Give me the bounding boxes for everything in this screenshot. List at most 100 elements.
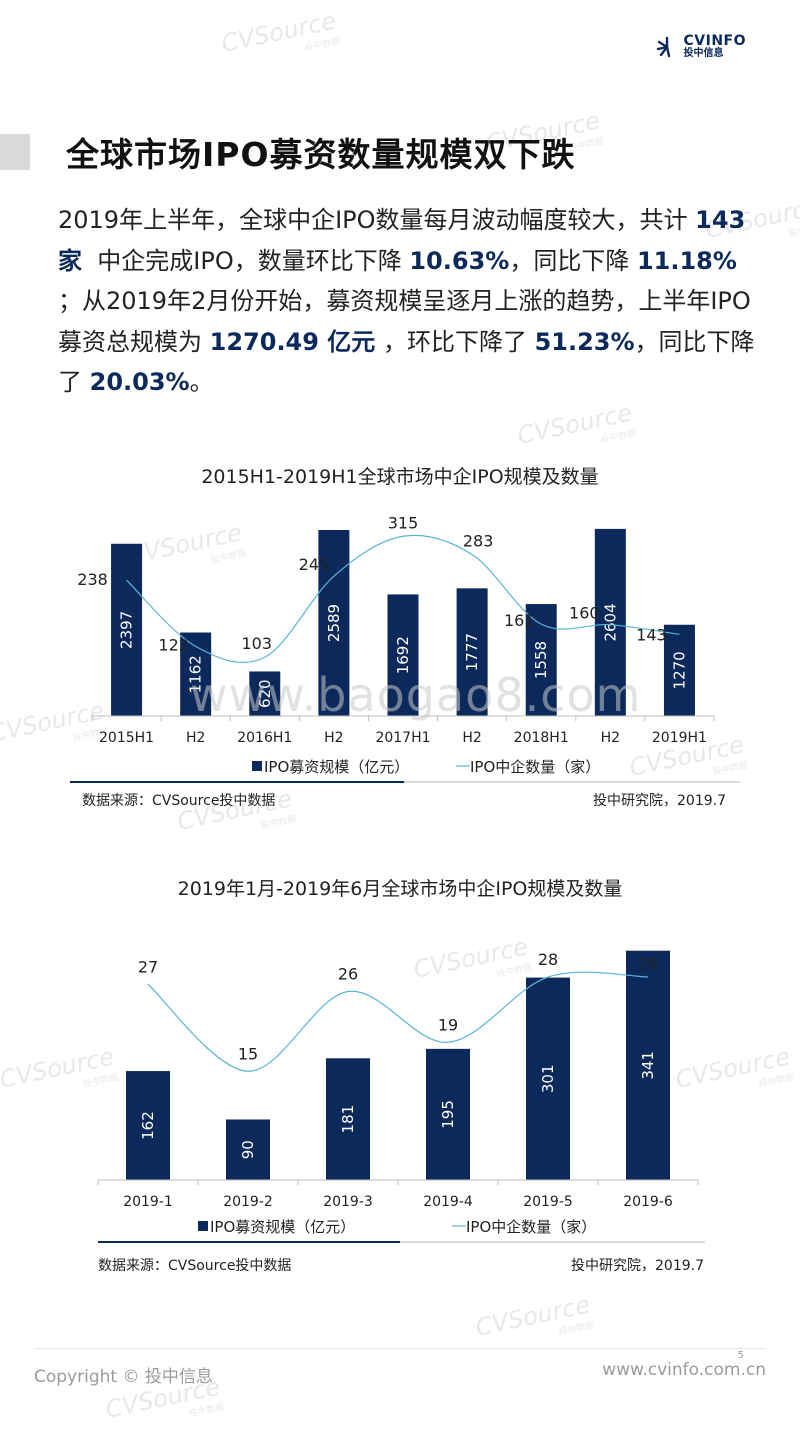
summary-text: 中企完成IPO，数量环比下降: [97, 246, 402, 275]
line-data-label: 122: [158, 635, 189, 654]
x-tick-label: 2017H1: [375, 730, 430, 746]
page-number: 5: [737, 1350, 744, 1361]
line-data-label: 143: [636, 625, 667, 644]
bar-data-label: 341: [639, 1051, 657, 1080]
series-line: [126, 534, 680, 664]
chart2-source: 数据来源：CVSource投中数据: [98, 1258, 292, 1274]
summary-text: 。: [189, 368, 214, 396]
footer-divider: [34, 1348, 766, 1349]
logo-text-cn: 投中信息: [683, 47, 724, 59]
chart-bar: [426, 1048, 470, 1180]
chart-bar: [456, 588, 488, 716]
legend-line-label: IPO中企数量（家）: [466, 1218, 596, 1236]
x-tick-label: 2015H1: [99, 730, 154, 746]
chart1-title: 2015H1-2019H1全球市场中企IPO规模及数量: [201, 466, 599, 488]
watermark-cvsource: CVSource 投中数据: [219, 6, 342, 58]
legend-line-label: IPO中企数量（家）: [470, 758, 600, 776]
chart-bar: [663, 624, 695, 716]
bar-data-label: 1558: [532, 641, 550, 679]
x-tick-label: 2019-3: [323, 1194, 373, 1210]
x-tick-label: 2019-2: [223, 1194, 273, 1210]
summary-highlight-qoq: 10.63%: [409, 246, 510, 275]
cvinfo-logo: CVINFO 投中信息: [656, 34, 747, 59]
line-data-label: 245: [299, 555, 330, 574]
line-data-label: 160: [569, 604, 600, 623]
chart-bar: [249, 671, 281, 716]
chart-bar: [626, 950, 670, 1180]
chart-bar: [318, 529, 350, 716]
line-data-label: 19: [438, 1015, 458, 1034]
series-line: [147, 971, 649, 1072]
bar-data-label: 1692: [394, 636, 412, 674]
bar-data-label: 620: [256, 679, 274, 708]
legend-bar-label: IPO募资规模（亿元）: [264, 758, 409, 776]
logo-text-en: CVINFO: [683, 33, 746, 49]
bar-data-label: 195: [439, 1100, 457, 1129]
summary-highlight-count: 143 家: [58, 206, 746, 275]
x-tick-label: 2019-6: [623, 1194, 673, 1210]
line-data-label: 283: [463, 532, 494, 551]
line-data-label: 28: [538, 950, 558, 969]
line-data-label: 103: [242, 634, 273, 653]
summary-text: 2019年上半年，全球中企IPO数量每月波动幅度较大，共计: [58, 206, 688, 234]
legend-bar-label: IPO募资规模（亿元）: [210, 1218, 355, 1236]
bar-data-label: 1270: [670, 651, 688, 689]
title-accent-bar: [0, 134, 30, 170]
cvinfo-logo-icon: [656, 36, 670, 57]
summary-text: ，同比下降: [509, 246, 630, 275]
x-tick-label: 2019H1: [652, 730, 707, 746]
legend-bar-swatch: [252, 761, 262, 771]
summary-text: ；从2019年2月份开始，募资规模呈逐月上涨的趋势，上半年IPO募资总规模为: [58, 287, 751, 356]
chart2: 162 2019-1 90 2019-2 181 2019-3 195 2019-4 301 20…: [97, 950, 705, 1243]
chart-bar: [326, 1058, 370, 1180]
chart1: 2397 2015H1 1162 H2 620 2016H1 2589 H2 1692 2017H…: [70, 513, 740, 783]
watermark-cvsource: CVSource 投中数据: [473, 1290, 596, 1342]
watermark-cvsource: CVSource 投中数据: [515, 398, 638, 450]
legend-bar-swatch: [198, 1221, 208, 1231]
summary-paragraph: 2019年上半年，全球中企IPO数量每月波动幅度较大，共计 143 家 中企完成…: [58, 200, 758, 403]
chart-bar: [594, 528, 626, 716]
x-tick-label: 2019-4: [423, 1194, 473, 1210]
x-tick-label: 2019-1: [123, 1194, 173, 1210]
line-data-label: 27: [138, 957, 158, 976]
chart-bar: [387, 594, 419, 716]
footer-website: www.cvinfo.com.cn: [602, 1360, 766, 1380]
bar-data-label: 162: [139, 1111, 157, 1140]
chart-bar: [126, 1071, 170, 1180]
line-data-label: 28: [638, 954, 658, 973]
bar-data-label: 1162: [187, 655, 205, 693]
chart1-credit: 投中研究院，2019.7: [593, 793, 726, 809]
summary-highlight-yoy2: 20.03%: [89, 368, 190, 396]
summary-highlight-qoq2: 51.23%: [534, 327, 635, 356]
summary-text: ，同比下降了: [58, 327, 755, 397]
x-tick-label: H2: [462, 730, 481, 746]
x-tick-label: H2: [601, 730, 620, 746]
line-data-label: 26: [338, 965, 358, 984]
chart2-title: 2019年1月-2019年6月全球市场中企IPO规模及数量: [177, 878, 623, 900]
bar-data-label: 301: [539, 1064, 557, 1093]
bar-data-label: 181: [339, 1105, 357, 1134]
summary-highlight-yoy: 11.18%: [636, 246, 737, 275]
chart2-credit: 投中研究院，2019.7: [571, 1258, 704, 1274]
summary-text: ，环比下降了: [382, 327, 527, 356]
watermark-site: www.baogao8.com: [190, 668, 642, 722]
summary-highlight-amount: 1270.49 亿元: [209, 327, 376, 356]
chart-bar: [111, 543, 143, 716]
chart-bar: [226, 1119, 270, 1180]
footer-copyright: Copyright © 投中信息: [34, 1367, 213, 1387]
x-tick-label: 2018H1: [514, 730, 569, 746]
page-title: 全球市场IPO募资数量规模双下跌: [66, 135, 576, 174]
bar-data-label: 2604: [601, 603, 619, 641]
bar-data-label: 2397: [118, 611, 136, 649]
x-tick-label: H2: [324, 730, 343, 746]
chart-bar: [525, 604, 557, 716]
bar-data-label: 90: [239, 1140, 257, 1159]
line-data-label: 15: [238, 1044, 258, 1063]
line-data-label: 238: [77, 570, 108, 589]
bar-data-label: 1777: [463, 633, 481, 671]
bar-data-label: 2589: [325, 604, 343, 642]
chart-bar: [526, 977, 570, 1180]
line-data-label: 161: [504, 611, 535, 630]
x-tick-label: H2: [186, 730, 205, 746]
x-tick-label: 2016H1: [237, 730, 292, 746]
